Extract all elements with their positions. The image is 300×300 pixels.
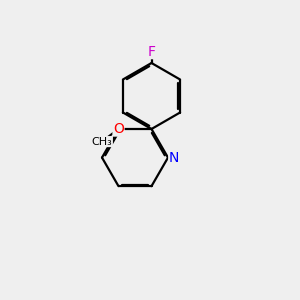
Text: O: O bbox=[113, 122, 124, 136]
Text: F: F bbox=[148, 45, 155, 58]
Text: CH₃: CH₃ bbox=[92, 136, 112, 147]
Text: N: N bbox=[169, 151, 179, 165]
